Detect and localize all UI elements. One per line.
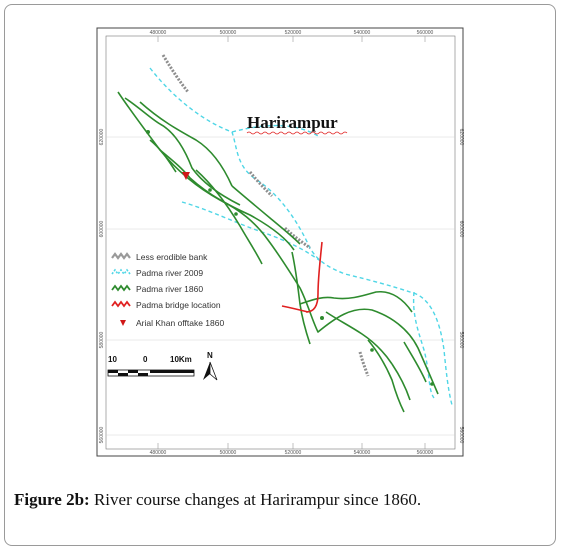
legend-label-padma-1860: Padma river 1860 [136,284,203,294]
padma-bridge-location [281,241,323,313]
north-arrow: N [203,351,218,381]
legend-label-arial-khan: Arial Khan offtake 1860 [136,318,224,328]
scale-bar-seg-5 [150,370,194,373]
x-tick-bottom-3: 520000 [285,450,302,456]
legend-label-padma-2009: Padma river 2009 [136,268,203,278]
scale-bar: 10 0 10Km [107,355,195,377]
x-tick-top-3: 520000 [285,30,302,36]
y-tick-right-1: 620000 [458,129,464,146]
arial-khan-offtake-marker [182,172,190,180]
x-tick-bottom-1: 480000 [150,450,167,456]
y-tick-labels: 620000 600000 580000 560000 620000 60000… [99,128,464,443]
north-label: N [207,351,213,360]
x-tick-labels: 480000 500000 520000 540000 560000 48000… [150,30,434,456]
legend-symbol-arial-khan [120,320,126,326]
legend-symbol-padma-1860 [111,284,131,292]
caption-label: Figure 2b: [14,490,90,509]
y-tick-right-2: 600000 [458,221,464,238]
legend-label-less-erodible: Less erodible bank [136,252,208,262]
x-tick-top-1: 480000 [150,30,167,36]
legend-symbol-padma-bridge [111,300,131,308]
map-outer-border [96,27,464,457]
legend-symbol-less-erodible [111,252,131,260]
y-tick-left-1: 620000 [99,128,105,145]
scale-bar-seg-1 [108,370,118,373]
x-tick-bottom-5: 560000 [417,450,434,456]
north-arrow-right [209,361,218,381]
figure-caption: Figure 2b: River course changes at Harir… [14,490,544,510]
north-arrow-left [203,362,210,380]
scale-bar-seg-3 [128,370,138,373]
caption-text: River course changes at Harirampur since… [89,490,422,509]
x-tick-top-2: 500000 [220,30,237,36]
map-inner-border [105,35,456,450]
y-tick-right-3: 580000 [458,332,464,349]
scale-label-mid: 0 [143,355,148,364]
legend-symbol-padma-2009 [111,268,131,276]
padma-1860-course [117,91,439,413]
scale-label-right: 10Km [170,355,192,364]
map-legend: Less erodible bank Padma river 2009 Padm… [111,252,224,328]
scale-bar-seg-2 [118,373,128,376]
y-tick-right-4: 560000 [458,427,464,444]
river-char-features [146,130,434,386]
x-tick-bottom-2: 500000 [220,450,237,456]
x-tick-bottom-4: 540000 [354,450,371,456]
y-tick-left-4: 560000 [99,426,105,443]
less-erodible-bank-line [161,54,370,377]
place-label: Harirampur [247,113,338,132]
x-tick-top-5: 560000 [417,30,434,36]
spellcheck-underline [246,131,348,135]
graticule [106,36,455,449]
y-tick-left-3: 580000 [99,331,105,348]
scale-bar-seg-4 [138,373,148,376]
y-tick-left-2: 600000 [99,220,105,237]
x-tick-top-4: 540000 [354,30,371,36]
scale-label-left: 10 [108,355,117,364]
legend-label-padma-bridge: Padma bridge location [136,300,221,310]
